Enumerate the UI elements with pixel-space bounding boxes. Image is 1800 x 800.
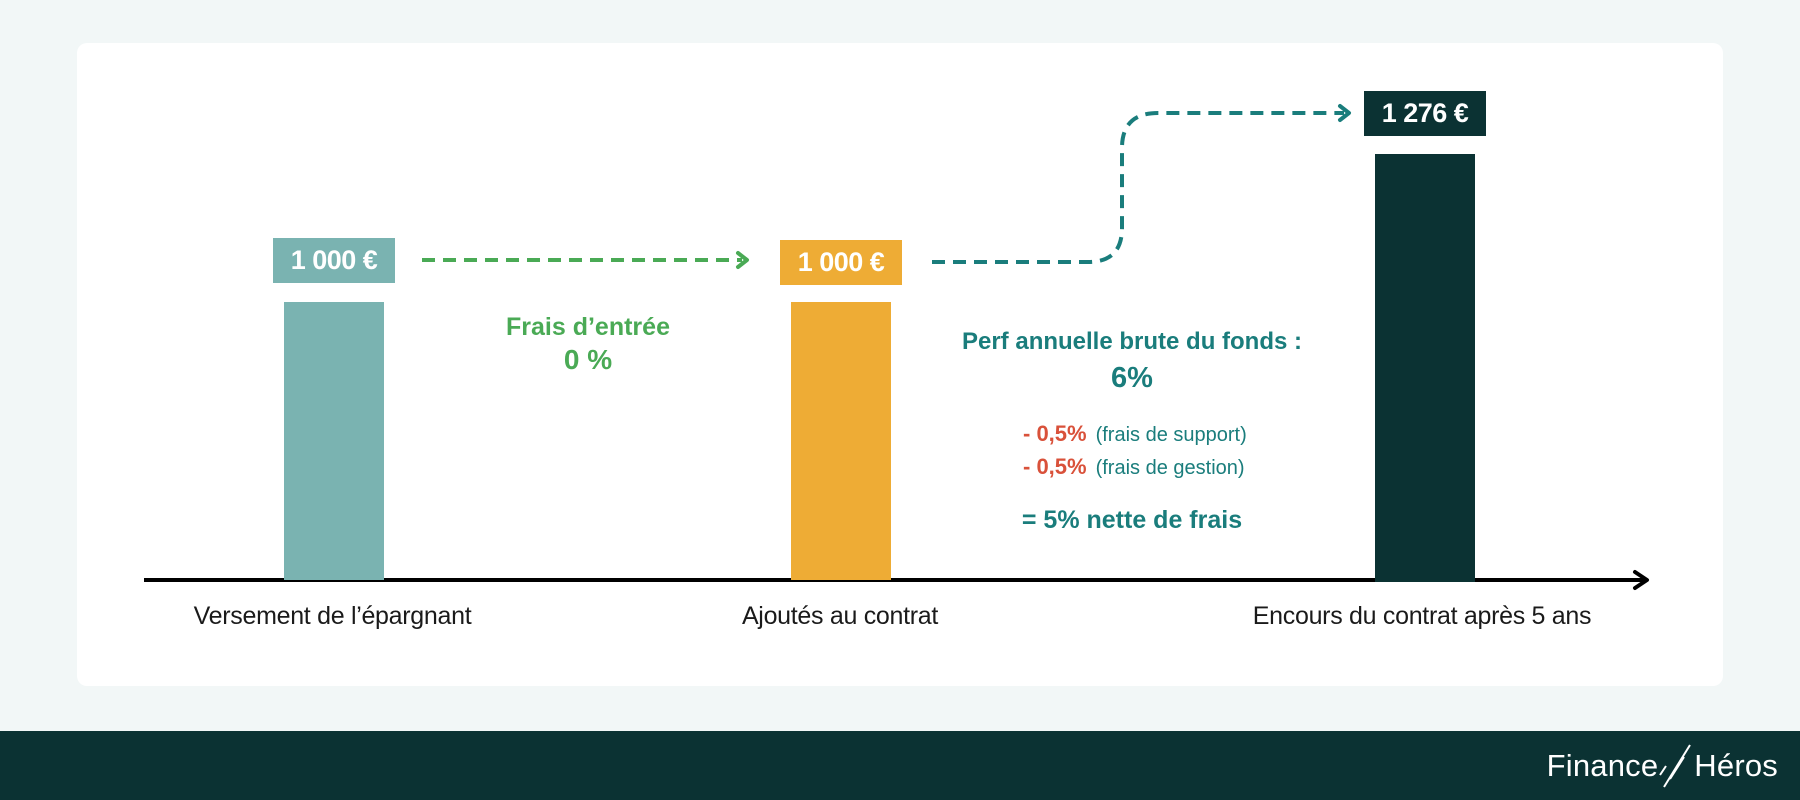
axis-label-encours: Encours du contrat après 5 ans bbox=[1252, 602, 1592, 630]
performance-title: Perf annuelle brute du fonds : bbox=[961, 328, 1303, 355]
teal-dashed-arrow bbox=[932, 104, 1351, 264]
performance-value: 6% bbox=[1111, 362, 1153, 394]
bar-value-text: 1 000 € bbox=[797, 247, 885, 277]
bar-value-text: 1 276 € bbox=[1381, 98, 1469, 128]
finance-heros-logo[interactable]: Finance Héros bbox=[1547, 741, 1778, 791]
logo-text-finance: Finance bbox=[1546, 748, 1659, 783]
entry-fees-value: 0 % bbox=[563, 344, 613, 375]
footer-band: Finance Héros bbox=[0, 731, 1800, 800]
bar-value-label-encours: 1 276 € bbox=[1364, 91, 1486, 136]
bar-encours bbox=[1375, 154, 1475, 582]
bar-value-text: 1 000 € bbox=[290, 245, 378, 275]
logo-text-heros: Héros bbox=[1694, 748, 1778, 783]
axis-label-versement: Versement de l’épargnant bbox=[193, 602, 472, 630]
green-dashed-arrow bbox=[422, 251, 749, 269]
bar-versement bbox=[284, 302, 384, 580]
bar-ajoutes bbox=[791, 302, 891, 580]
fee-row-support: - 0,5% (frais de support) bbox=[1023, 421, 1247, 447]
fee-desc-gestion: (frais de gestion) bbox=[1095, 457, 1245, 479]
axis-label-ajoutes: Ajoutés au contrat bbox=[741, 602, 939, 630]
bar-value-label-ajoutes: 1 000 € bbox=[780, 240, 902, 285]
bar-value-label-versement: 1 000 € bbox=[273, 238, 395, 283]
net-performance: = 5% nette de frais bbox=[1021, 506, 1243, 534]
fee-pct-gestion: - 0,5% bbox=[1023, 454, 1087, 479]
entry-fees-title: Frais d’entrée bbox=[506, 313, 670, 341]
fee-desc-support: (frais de support) bbox=[1095, 424, 1247, 446]
fee-pct-support: - 0,5% bbox=[1023, 421, 1087, 446]
double-slash-icon bbox=[1659, 744, 1692, 788]
fee-row-gestion: - 0,5% (frais de gestion) bbox=[1023, 454, 1245, 480]
